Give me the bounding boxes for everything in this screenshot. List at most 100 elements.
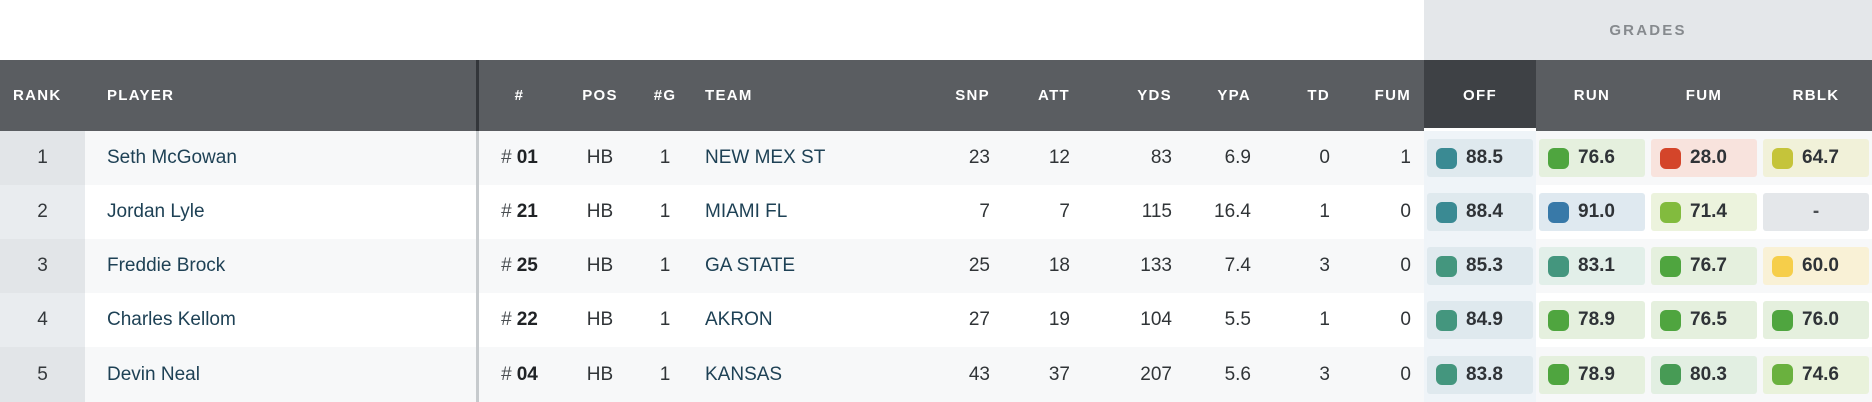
header-ypa[interactable]: YPA — [1172, 60, 1251, 131]
header-fum[interactable]: FUM — [1330, 60, 1411, 131]
grade-chip: 78.9 — [1539, 355, 1645, 394]
grade-square-icon — [1548, 147, 1569, 169]
team-cell: AKRON — [690, 293, 935, 347]
pad-cell — [1411, 293, 1424, 347]
fum-cell: 0 — [1330, 347, 1411, 402]
grade-square-icon — [1772, 309, 1793, 331]
grade-chip: 88.5 — [1427, 139, 1533, 177]
att-cell: 19 — [990, 293, 1070, 347]
header-rank[interactable]: RANK — [0, 60, 85, 131]
grade-chip: 80.3 — [1651, 355, 1757, 394]
grade-square-icon — [1660, 255, 1681, 277]
grade-value: 83.1 — [1578, 255, 1615, 276]
grade-cell-fum: 80.3 — [1648, 347, 1760, 402]
pos-cell: HB — [560, 185, 640, 239]
att-cell: 12 — [990, 131, 1070, 185]
grade-value: 28.0 — [1690, 147, 1727, 168]
grade-cell-fum: 71.4 — [1648, 185, 1760, 239]
player-link[interactable]: Jordan Lyle — [107, 201, 205, 222]
grade-chip: 74.6 — [1763, 355, 1869, 394]
team-link[interactable]: MIAMI FL — [705, 201, 788, 222]
player-cell: Seth McGowan — [85, 131, 476, 185]
player-link[interactable]: Freddie Brock — [107, 255, 226, 276]
grade-cell-off: 88.4 — [1424, 185, 1536, 239]
grade-value: 71.4 — [1690, 201, 1727, 222]
ypa-cell: 5.5 — [1172, 293, 1251, 347]
header-yds[interactable]: YDS — [1070, 60, 1172, 131]
grade-value: 76.7 — [1690, 255, 1727, 276]
grade-square-icon — [1436, 147, 1457, 169]
header-grade-off[interactable]: OFF — [1424, 60, 1536, 131]
jersey-number: 22 — [516, 309, 538, 330]
team-link[interactable]: KANSAS — [705, 363, 783, 385]
ypa-cell: 16.4 — [1172, 185, 1251, 239]
header-grade-fum[interactable]: FUM — [1648, 60, 1760, 131]
grade-value: 85.3 — [1466, 255, 1503, 276]
grade-square-icon — [1436, 255, 1457, 277]
grades-band-label: GRADES — [1609, 21, 1687, 39]
jersey-number: 01 — [516, 147, 538, 168]
grade-value: 78.9 — [1578, 309, 1615, 330]
grade-square-icon — [1772, 364, 1793, 385]
header-player[interactable]: PLAYER — [85, 60, 476, 131]
rank-cell: 5 — [0, 347, 85, 402]
header-games[interactable]: #G — [640, 60, 690, 131]
grade-cell-off: 85.3 — [1424, 239, 1536, 293]
grade-value: 80.3 — [1690, 363, 1727, 385]
team-cell: MIAMI FL — [690, 185, 935, 239]
grade-square-icon — [1548, 364, 1569, 385]
player-link[interactable]: Charles Kellom — [107, 309, 236, 330]
grade-chip: 71.4 — [1651, 193, 1757, 231]
td-cell: 3 — [1251, 347, 1330, 402]
grade-cell-fum: 76.7 — [1648, 239, 1760, 293]
header-att[interactable]: ATT — [990, 60, 1070, 131]
grade-value: 76.6 — [1578, 147, 1615, 168]
header-team[interactable]: TEAM — [690, 60, 935, 131]
header-grade-run[interactable]: RUN — [1536, 60, 1648, 131]
grade-square-icon — [1660, 147, 1681, 169]
header-pad — [1411, 60, 1424, 131]
grade-value: 60.0 — [1802, 255, 1839, 276]
team-link[interactable]: AKRON — [705, 309, 773, 330]
att-cell: 7 — [990, 185, 1070, 239]
grade-value: 64.7 — [1802, 147, 1839, 168]
grade-cell-rblk: - — [1760, 185, 1872, 239]
team-link[interactable]: GA STATE — [705, 255, 796, 276]
snp-cell: 25 — [935, 239, 990, 293]
player-link[interactable]: Devin Neal — [107, 363, 200, 385]
grade-chip-empty: - — [1763, 193, 1869, 231]
grade-square-icon — [1660, 309, 1681, 331]
td-cell: 3 — [1251, 239, 1330, 293]
header-grade-rblk[interactable]: RBLK — [1760, 60, 1872, 131]
grade-value: 76.5 — [1690, 309, 1727, 330]
grade-square-icon — [1548, 255, 1569, 277]
player-cell: Freddie Brock — [85, 239, 476, 293]
player-cell: Charles Kellom — [85, 293, 476, 347]
grade-value: 84.9 — [1466, 309, 1503, 330]
team-link[interactable]: NEW MEX ST — [705, 147, 826, 168]
pos-cell: HB — [560, 293, 640, 347]
rank-cell: 4 — [0, 293, 85, 347]
snp-cell: 27 — [935, 293, 990, 347]
grade-square-icon — [1436, 201, 1457, 223]
header-td[interactable]: TD — [1251, 60, 1330, 131]
games-cell: 1 — [640, 347, 690, 402]
grade-chip: 88.4 — [1427, 193, 1533, 231]
games-cell: 1 — [640, 239, 690, 293]
ypa-cell: 6.9 — [1172, 131, 1251, 185]
grade-value: 74.6 — [1802, 363, 1839, 385]
team-cell: KANSAS — [690, 347, 935, 402]
snp-cell: 7 — [935, 185, 990, 239]
td-cell: 0 — [1251, 131, 1330, 185]
player-link[interactable]: Seth McGowan — [107, 147, 237, 168]
grade-cell-off: 84.9 — [1424, 293, 1536, 347]
rank-cell: 2 — [0, 185, 85, 239]
header-jersey[interactable]: # — [479, 60, 560, 131]
grade-square-icon — [1436, 309, 1457, 331]
grade-cell-run: 76.6 — [1536, 131, 1648, 185]
header-snp[interactable]: SNP — [935, 60, 990, 131]
header-pos[interactable]: POS — [560, 60, 640, 131]
grade-chip: 60.0 — [1763, 247, 1869, 285]
pos-cell: HB — [560, 347, 640, 402]
grade-chip: 76.6 — [1539, 139, 1645, 177]
